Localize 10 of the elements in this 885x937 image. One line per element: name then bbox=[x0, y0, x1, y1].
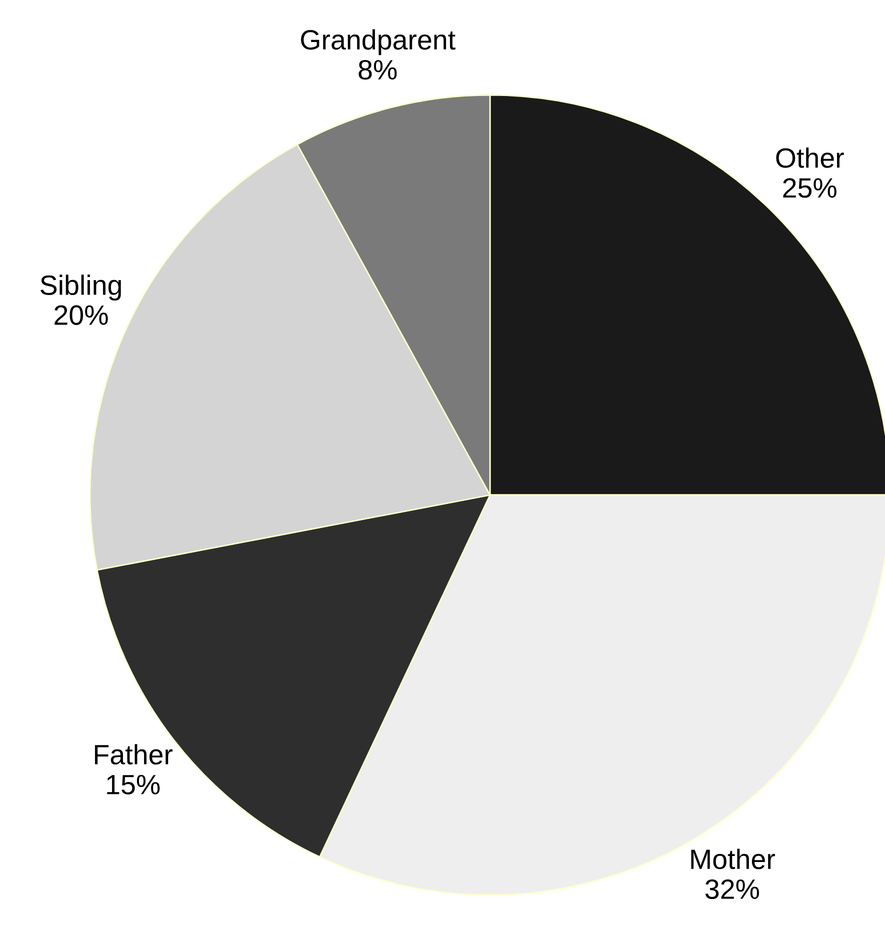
data-label: 32% bbox=[705, 879, 760, 900]
slice-label: Father bbox=[94, 744, 173, 765]
slice-label: Grandparent bbox=[301, 29, 456, 56]
slice-label: Sibling bbox=[40, 274, 121, 301]
slice-label: Other bbox=[776, 147, 844, 168]
data-label: 20% bbox=[54, 305, 108, 325]
data-label: 25% bbox=[783, 178, 836, 198]
slice-label: Mother bbox=[691, 848, 775, 870]
data-label: 8% bbox=[358, 60, 397, 80]
data-label: 15% bbox=[107, 774, 160, 794]
